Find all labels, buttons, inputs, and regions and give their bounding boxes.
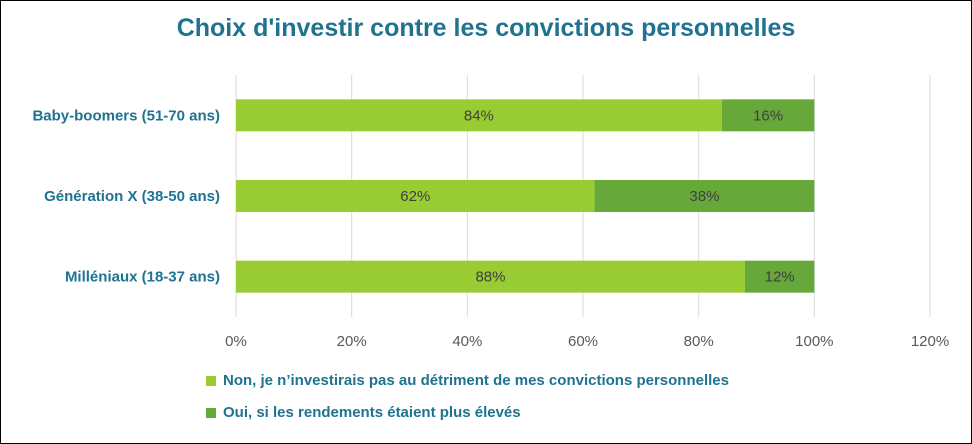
bar-segment-oui	[744, 260, 815, 293]
data-label: 84%	[464, 107, 494, 124]
category-label: Baby-boomers (51-70 ans)	[32, 107, 220, 124]
category-label: Milléniaux (18-37 ans)	[65, 269, 220, 286]
legend-item-non: Non, je n’investirais pas au détriment d…	[206, 372, 729, 389]
bar-segment-non	[236, 180, 595, 212]
legend-label-oui: Oui, si les rendements étaient plus élev…	[223, 404, 521, 421]
data-label: 62%	[400, 188, 430, 205]
x-tick-label: 120%	[911, 333, 949, 350]
data-label: 12%	[765, 269, 795, 286]
bar-segment-oui	[594, 180, 815, 212]
legend-swatch-non	[206, 375, 216, 386]
x-tick-label: 0%	[225, 333, 247, 350]
category-label: Génération X (38-50 ans)	[44, 188, 220, 205]
x-tick-label: 60%	[568, 333, 598, 350]
legend-swatch-oui	[206, 407, 216, 418]
x-tick-label: 20%	[337, 333, 367, 350]
bar-segment-non	[236, 99, 722, 132]
x-tick-label: 80%	[684, 333, 714, 350]
x-tick-label: 100%	[795, 333, 833, 350]
x-tick-label: 40%	[452, 333, 482, 350]
chart-title: Choix d'investir contre les convictions …	[176, 14, 796, 42]
data-label: 88%	[475, 269, 505, 286]
bar-segment-oui	[721, 99, 815, 132]
legend-item-oui: Oui, si les rendements étaient plus élev…	[206, 404, 521, 421]
data-label: 38%	[689, 188, 719, 205]
legend-label-non: Non, je n’investirais pas au détriment d…	[223, 372, 729, 389]
bar-segment-non	[236, 260, 745, 293]
data-label: 16%	[753, 107, 783, 124]
